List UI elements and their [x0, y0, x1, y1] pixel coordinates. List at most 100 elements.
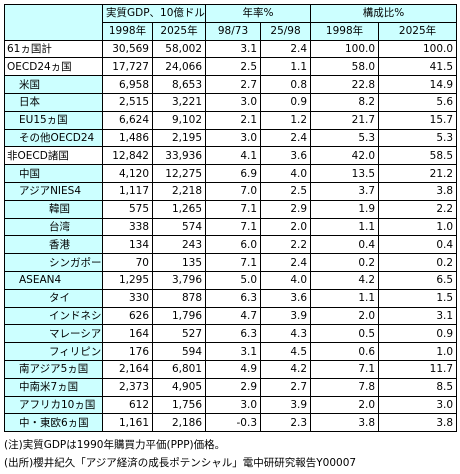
cell-value: 4.0 [260, 270, 312, 290]
cell-value: 7.0 [205, 181, 262, 201]
table-row: OECD24ヵ国 17,727 24,066 2.5 1.1 58.0 41.5 [4, 57, 458, 77]
cell-value: 15.7 [378, 110, 458, 130]
note: (出所)櫻井紀久「アジア経済の成長ポテンシャル」電中研研究報告Y00007 [4, 457, 357, 470]
cell-value: -0.3 [205, 413, 262, 433]
note: (注)実質GDPは1990年購買力平価(PPP)価格。 [4, 439, 226, 452]
cell-value: 4,905 [151, 377, 207, 397]
cell-value: 2,164 [102, 359, 153, 379]
cell-value: 7.1 [205, 253, 262, 272]
cell-value: 17,727 [102, 57, 153, 77]
table-row: 中南米7ヵ国 2,373 4,905 2.9 2.7 7.8 8.5 [4, 377, 458, 397]
cell-value: 3.0 [205, 92, 262, 112]
cell-value: 878 [151, 288, 207, 308]
row-label: 中南米7ヵ国 [4, 377, 103, 397]
cell-value: 3.8 [378, 181, 458, 201]
cell-value: 0.9 [378, 324, 458, 344]
cell-value: 612 [102, 395, 153, 415]
cell-value: 2,186 [151, 413, 207, 433]
cell-value: 626 [102, 306, 153, 326]
cell-value: 2.0 [310, 306, 380, 326]
cell-value: 2.7 [260, 377, 312, 397]
cell-value: 100.0 [310, 39, 380, 59]
cell-value: 5.0 [205, 270, 262, 290]
row-label: シンガポール [4, 253, 103, 272]
table-row: 米国 6,958 8,653 2.7 0.8 22.8 14.9 [4, 75, 458, 94]
cell-value: 2.9 [205, 377, 262, 397]
cell-value: 575 [102, 199, 153, 219]
header-group: 実質GDP、10億ドル [101, 4, 207, 23]
cell-value: 1.2 [260, 110, 312, 130]
row-label: フィリピン [4, 342, 103, 361]
cell-value: 527 [151, 324, 207, 344]
header-column: 1998年 [102, 21, 153, 41]
cell-value: 13.5 [310, 164, 380, 183]
cell-value: 4,120 [102, 164, 153, 183]
header-column: 25/98 [260, 21, 312, 41]
cell-value: 243 [151, 235, 207, 255]
cell-value: 6,801 [151, 359, 207, 379]
cell-value: 1.1 [260, 57, 312, 77]
row-label: 61ヵ国計 [4, 39, 103, 59]
cell-value: 1.1 [310, 288, 380, 308]
cell-value: 2,195 [151, 128, 207, 148]
row-label: 米国 [4, 75, 103, 94]
cell-value: 8.5 [378, 377, 458, 397]
cell-value: 58.5 [378, 146, 458, 166]
cell-value: 11.7 [378, 359, 458, 379]
row-label: タイ [4, 288, 103, 308]
table-row: EU15ヵ国 6,624 9,102 2.1 1.2 21.7 15.7 [4, 110, 458, 130]
cell-value: 22.8 [310, 75, 380, 94]
cell-value: 3,221 [151, 92, 207, 112]
cell-value: 3.1 [378, 306, 458, 326]
row-label: 日本 [4, 92, 103, 112]
cell-value: 6.3 [205, 324, 262, 344]
cell-value: 21.2 [378, 164, 458, 183]
cell-value: 3.9 [260, 306, 312, 326]
cell-value: 6.3 [205, 288, 262, 308]
cell-value: 176 [102, 342, 153, 361]
cell-value: 1,295 [102, 270, 153, 290]
table-row: フィリピン 176 594 3.1 4.5 0.6 1.0 [4, 342, 458, 361]
table-row: アフリカ10ヵ国 612 1,756 3.0 3.9 2.0 3.0 [4, 395, 458, 415]
cell-value: 574 [151, 217, 207, 237]
row-label: アフリカ10ヵ国 [4, 395, 103, 415]
cell-value: 12,842 [102, 146, 153, 166]
header-group: 構成比% [310, 4, 458, 23]
header-column: 2025年 [151, 21, 207, 41]
cell-value: 24,066 [151, 57, 207, 77]
cell-value: 0.5 [310, 324, 380, 344]
row-label: 中・東欧6ヵ国 [4, 413, 103, 433]
cell-value: 2.3 [260, 413, 312, 433]
cell-value: 1,117 [102, 181, 153, 201]
cell-value: 135 [151, 253, 207, 272]
cell-value: 134 [102, 235, 153, 255]
cell-value: 3.6 [260, 146, 312, 166]
cell-value: 6.9 [205, 164, 262, 183]
row-label: 香港 [4, 235, 103, 255]
cell-value: 4.5 [260, 342, 312, 361]
cell-value: 2.5 [205, 57, 262, 77]
table-row: 台湾 338 574 7.1 2.0 1.1 1.0 [4, 217, 458, 237]
table-body: 61ヵ国計 30,569 58,002 3.1 2.4 100.0 100.0 OECD24ヵ… [4, 39, 458, 433]
cell-value: 9,102 [151, 110, 207, 130]
cell-value: 12,275 [151, 164, 207, 183]
cell-value: 42.0 [310, 146, 380, 166]
cell-value: 2,515 [102, 92, 153, 112]
table-row: 中国 4,120 12,275 6.9 4.0 13.5 21.2 [4, 164, 458, 183]
cell-value: 3.6 [260, 288, 312, 308]
cell-value: 4.3 [260, 324, 312, 344]
page: 実質GDP、10億ドル 年率% 構成比% 1998年 2025年 98/73 25/9… [4, 4, 458, 472]
cell-value: 2.7 [205, 75, 262, 94]
cell-value: 0.8 [260, 75, 312, 94]
cell-value: 5.6 [378, 92, 458, 112]
row-label: アジアNIES4 [4, 181, 103, 201]
header-group: 年率% [205, 4, 312, 23]
cell-value: 1.0 [378, 342, 458, 361]
row-label: 韓国 [4, 199, 103, 219]
cell-value: 1,796 [151, 306, 207, 326]
cell-value: 3.8 [378, 413, 458, 433]
cell-value: 4.1 [205, 146, 262, 166]
cell-value: 2,373 [102, 377, 153, 397]
cell-value: 3.7 [310, 181, 380, 201]
row-label: EU15ヵ国 [4, 110, 103, 130]
